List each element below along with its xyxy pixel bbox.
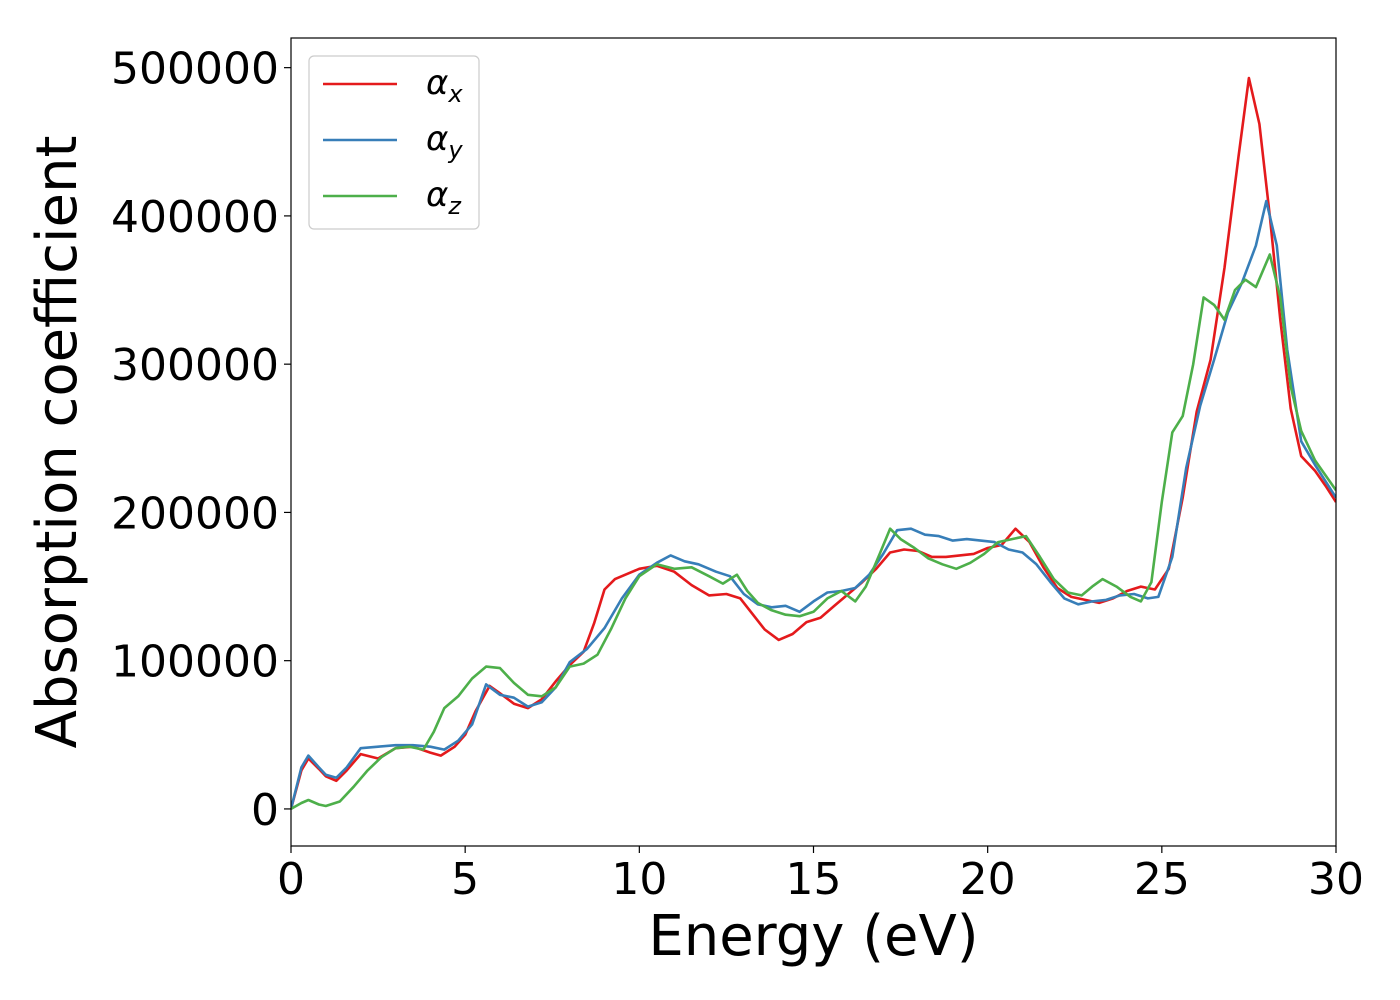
y-tick-label: 400000 (111, 192, 279, 243)
x-tick-label: 15 (786, 854, 842, 905)
legend-label-x: αx (426, 63, 463, 108)
y-axis: 0 100000 200000 300000 400000 500000 (111, 44, 291, 836)
x-tick-label: 5 (451, 854, 479, 905)
legend-label-y: αy (426, 119, 463, 164)
y-tick-label: 100000 (111, 637, 279, 688)
x-tick-label: 10 (611, 854, 667, 905)
y-tick-label: 200000 (111, 488, 279, 539)
legend-label-z: αz (426, 175, 462, 220)
legend: αx αy αz (308, 55, 480, 230)
y-axis-title: Absorption coefficient (25, 136, 90, 749)
y-tick-label: 300000 (111, 340, 279, 391)
legend-box (308, 55, 480, 230)
x-axis: 0 5 10 15 20 25 30 (277, 846, 1364, 905)
plot-lines (291, 76, 1336, 811)
x-tick-label: 0 (277, 854, 305, 905)
x-tick-label: 25 (1134, 854, 1190, 905)
x-tick-label: 30 (1308, 854, 1364, 905)
series-line-z (291, 253, 1336, 811)
x-axis-title: Energy (eV) (648, 904, 978, 969)
series-line-y (291, 199, 1336, 810)
y-tick-label: 0 (251, 785, 279, 836)
x-tick-label: 20 (960, 854, 1016, 905)
y-tick-label: 500000 (111, 44, 279, 95)
